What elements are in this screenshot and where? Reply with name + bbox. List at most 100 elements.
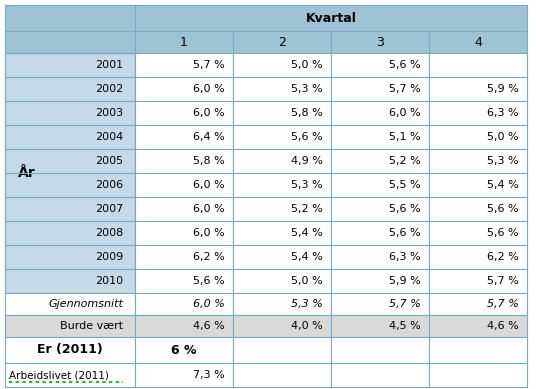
Text: 6,4 %: 6,4 % (193, 132, 225, 142)
Text: 4,5 %: 4,5 % (389, 321, 421, 331)
Text: 5,4 %: 5,4 % (487, 180, 519, 190)
Bar (331, 337, 429, 363)
Text: 6,0 %: 6,0 % (193, 299, 225, 309)
Bar (233, 53, 331, 77)
Text: 5,7 %: 5,7 % (487, 299, 519, 309)
Text: 5,7 %: 5,7 % (389, 84, 421, 94)
Text: 5,6 %: 5,6 % (193, 276, 225, 286)
Text: 4: 4 (474, 35, 482, 49)
Bar (331, 125, 429, 149)
Bar (135, 363, 233, 387)
Text: 5,4 %: 5,4 % (291, 228, 323, 238)
Text: 2004: 2004 (95, 132, 123, 142)
Bar (331, 77, 429, 101)
Text: Er (2011): Er (2011) (37, 343, 103, 356)
Text: 5,3 %: 5,3 % (291, 299, 323, 309)
Text: 6,0 %: 6,0 % (193, 108, 225, 118)
Text: 2008: 2008 (95, 228, 123, 238)
Bar (429, 101, 527, 125)
Text: 2002: 2002 (95, 84, 123, 94)
Bar (429, 221, 527, 245)
Bar (429, 269, 527, 293)
Text: 5,3 %: 5,3 % (487, 156, 519, 166)
Bar (135, 173, 233, 197)
Text: 6 %: 6 % (171, 343, 197, 356)
Bar (331, 315, 429, 337)
Bar (5, 337, 135, 363)
Text: 5,9 %: 5,9 % (389, 276, 421, 286)
Bar (429, 337, 527, 363)
Bar (429, 363, 527, 387)
Text: 5,6 %: 5,6 % (389, 60, 421, 70)
Text: 3: 3 (376, 35, 384, 49)
Bar (233, 293, 331, 315)
Text: Kvartal: Kvartal (306, 12, 356, 25)
Bar (135, 5, 527, 31)
Text: Arbeidslivet (2011): Arbeidslivet (2011) (9, 370, 109, 380)
Text: 5,2 %: 5,2 % (389, 156, 421, 166)
Bar (135, 149, 233, 173)
Text: 4,6 %: 4,6 % (487, 321, 519, 331)
Bar (135, 31, 233, 53)
Text: 6,0 %: 6,0 % (389, 108, 421, 118)
Bar (331, 197, 429, 221)
Bar (331, 269, 429, 293)
Text: 6,0 %: 6,0 % (193, 204, 225, 214)
Bar (135, 221, 233, 245)
Bar (429, 149, 527, 173)
Bar (331, 173, 429, 197)
Bar (233, 173, 331, 197)
Bar (135, 315, 233, 337)
Text: 4,6 %: 4,6 % (193, 321, 225, 331)
Bar (135, 293, 233, 315)
Text: 5,0 %: 5,0 % (487, 132, 519, 142)
Text: 5,8 %: 5,8 % (291, 108, 323, 118)
Text: 2009: 2009 (95, 252, 123, 262)
Text: 2003: 2003 (95, 108, 123, 118)
Bar (331, 221, 429, 245)
Bar (135, 337, 233, 363)
Text: 6,2 %: 6,2 % (193, 252, 225, 262)
Bar (429, 53, 527, 77)
Text: 4,9 %: 4,9 % (291, 156, 323, 166)
Text: 5,5 %: 5,5 % (389, 180, 421, 190)
Text: 2010: 2010 (95, 276, 123, 286)
Text: 6,3 %: 6,3 % (487, 108, 519, 118)
Text: 6,3 %: 6,3 % (389, 252, 421, 262)
Bar (135, 245, 233, 269)
Text: 2: 2 (278, 35, 286, 49)
Text: 5,7 %: 5,7 % (193, 60, 225, 70)
Bar (135, 125, 233, 149)
Text: Burde vært: Burde vært (60, 321, 123, 331)
Text: År: År (18, 166, 36, 180)
Text: 5,1 %: 5,1 % (389, 132, 421, 142)
Bar (233, 101, 331, 125)
Bar (5, 31, 135, 53)
Bar (429, 125, 527, 149)
Text: 5,3 %: 5,3 % (292, 180, 323, 190)
Text: 5,7 %: 5,7 % (389, 299, 421, 309)
Bar (429, 315, 527, 337)
Text: 4,0 %: 4,0 % (291, 321, 323, 331)
Bar (135, 77, 233, 101)
Text: 2006: 2006 (95, 180, 123, 190)
Text: 5,6 %: 5,6 % (487, 228, 519, 238)
Bar (135, 197, 233, 221)
Text: 7,3 %: 7,3 % (193, 370, 225, 380)
Bar (233, 197, 331, 221)
Text: 5,6 %: 5,6 % (389, 228, 421, 238)
Bar (233, 363, 331, 387)
Text: 5,6 %: 5,6 % (389, 204, 421, 214)
Bar (5, 5, 135, 31)
Bar (233, 149, 331, 173)
Text: 5,0 %: 5,0 % (292, 60, 323, 70)
Bar (331, 101, 429, 125)
Text: 2007: 2007 (95, 204, 123, 214)
Bar (331, 31, 429, 53)
Bar (331, 149, 429, 173)
Bar (331, 293, 429, 315)
Text: 6,0 %: 6,0 % (193, 180, 225, 190)
Bar (5, 53, 135, 293)
Bar (5, 363, 135, 387)
Text: 5,7 %: 5,7 % (487, 276, 519, 286)
